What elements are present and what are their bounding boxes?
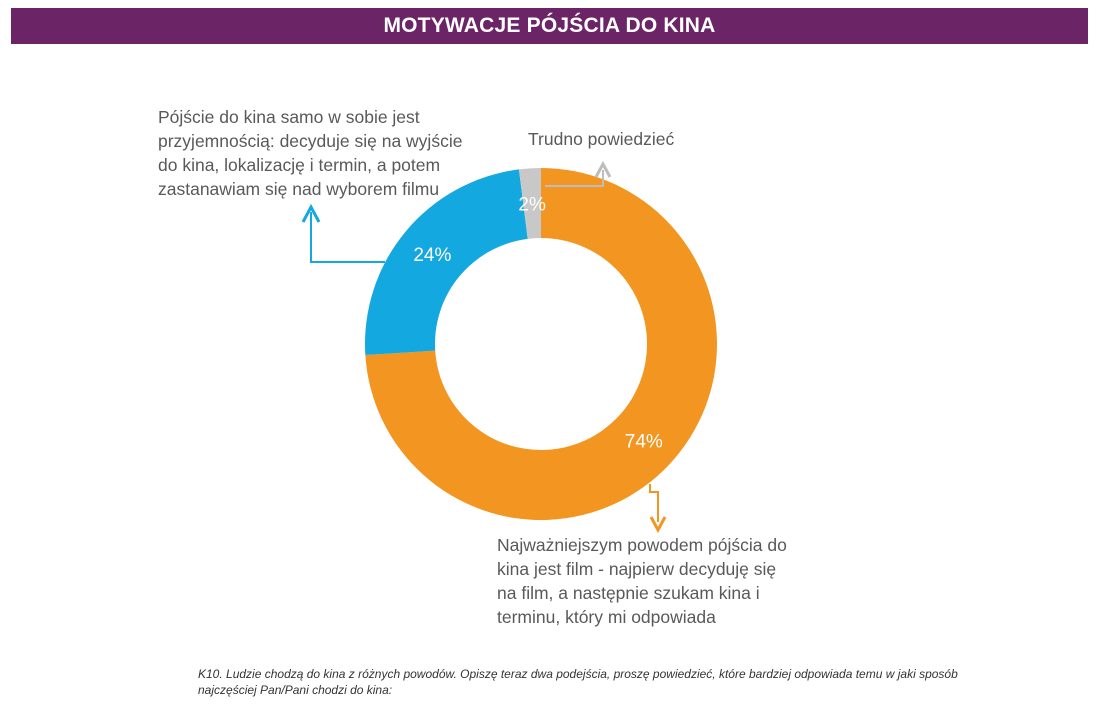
callout-line: do kina, lokalizację i termin, a potem — [158, 155, 441, 175]
connector-film-first — [649, 484, 667, 534]
callout-film-first: Najważniejszym powodem pójścia do kina j… — [497, 533, 787, 629]
donut-labels: 74% 24% 2% — [413, 194, 663, 452]
callout-line: Najważniejszym powodem pójścia do — [497, 535, 787, 555]
callout-cinema-first: Pójście do kina samo w sobie jest przyje… — [158, 105, 462, 201]
callout-line: Trudno powiedzieć — [528, 129, 675, 149]
callout-line: na film, a następnie szukam kina i — [497, 583, 760, 603]
donut-data-label: 74% — [625, 432, 663, 453]
footnote: K10. Ludzie chodzą do kina z różnych pow… — [198, 667, 958, 697]
donut-data-label: 24% — [413, 245, 451, 266]
donut-slice-film-first — [365, 168, 717, 520]
callout-line: zastanawiam się nad wyborem filmu — [158, 179, 440, 199]
connector-hard-to-say — [545, 160, 612, 187]
connector-cinema-first — [301, 203, 385, 263]
donut-slice-hard-to-say — [518, 168, 541, 239]
callout-line: przyjemnością: decyduje się na wyjście — [158, 131, 463, 151]
callout-line: terminu, który mi odpowiada — [497, 607, 716, 627]
callout-line: kina jest film - najpierw decyduję się — [497, 559, 777, 579]
callout-hard-to-say: Trudno powiedzieć — [528, 127, 674, 151]
chart-title: MOTYWACJE PÓJŚCIA DO KINA — [11, 8, 1088, 44]
donut-slice-cinema-first — [365, 169, 528, 356]
callout-line: Pójście do kina samo w sobie jest — [158, 107, 420, 127]
donut-data-label: 2% — [518, 194, 546, 215]
donut-slices — [365, 168, 717, 520]
